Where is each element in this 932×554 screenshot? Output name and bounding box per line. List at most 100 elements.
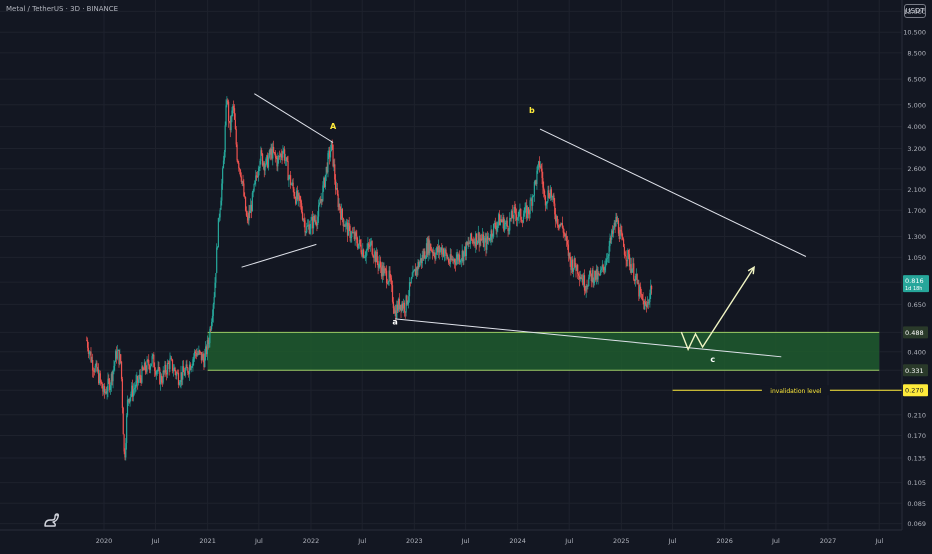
currency-button[interactable]: USDT [904, 4, 926, 18]
candle-body [98, 369, 100, 384]
candle-body [144, 362, 146, 371]
candle-body [624, 254, 626, 257]
candle-body [109, 380, 111, 391]
candle-body [296, 190, 298, 200]
candle-body [577, 264, 579, 274]
candle-body [442, 248, 444, 255]
candle-body [424, 251, 426, 259]
candle-body [219, 209, 221, 218]
candle-body [563, 232, 565, 234]
candle-body [98, 373, 101, 384]
candle-body [226, 100, 228, 106]
candle-body [642, 298, 644, 301]
candle-body [201, 354, 203, 361]
candle-body [464, 246, 467, 257]
candle-body [511, 210, 513, 218]
candle-body [648, 301, 650, 303]
price-tick-label: 0.135 [907, 455, 926, 463]
candle-body [346, 222, 349, 236]
candle-body [288, 177, 290, 181]
candle-body [389, 270, 391, 278]
candle-body [598, 272, 600, 275]
candle-body [328, 150, 330, 154]
candle-body [602, 264, 604, 268]
candle-body [146, 360, 148, 372]
candle-body [126, 399, 129, 416]
candle-body [194, 351, 196, 357]
candle-body [456, 254, 458, 259]
candle-body [358, 239, 360, 244]
candle-body [403, 302, 406, 312]
candle-body [312, 217, 314, 229]
candle-body [162, 370, 164, 383]
candle-body [590, 273, 592, 282]
candle-body [489, 239, 491, 241]
candle-body [622, 239, 625, 247]
candle-body [273, 152, 276, 153]
candle-body [157, 367, 159, 372]
candle-body [529, 200, 531, 214]
candle-body [605, 258, 608, 265]
candle-body [348, 223, 350, 226]
candle-body [560, 224, 562, 225]
candle-body [346, 222, 348, 224]
candle-body [540, 165, 542, 169]
candle-body [515, 207, 517, 215]
candle-body [632, 263, 634, 270]
candle-body [447, 258, 449, 260]
candle-body [629, 264, 631, 267]
candle-body [118, 350, 120, 365]
candle-body [167, 362, 169, 364]
candle-body [401, 303, 403, 312]
candle-body [333, 164, 335, 167]
candle-body [174, 367, 176, 372]
candle-body [122, 407, 124, 435]
candle-body [165, 364, 167, 373]
candle-body [182, 366, 185, 372]
candle-body [639, 286, 641, 297]
candle-body [239, 169, 242, 177]
candle-body [247, 217, 249, 221]
candle-body [339, 203, 341, 211]
candle-body [538, 161, 541, 168]
candle-body [293, 188, 295, 197]
candle-body [180, 372, 182, 383]
candle-body [137, 376, 139, 383]
candle-body [160, 375, 163, 383]
candle-body [574, 258, 576, 267]
candle-body [396, 304, 398, 319]
candle-body [397, 304, 399, 311]
candle-body [481, 239, 483, 241]
candle-body [125, 443, 127, 458]
candle-body [294, 196, 296, 199]
candle-body [373, 256, 375, 259]
candle-body [91, 360, 93, 362]
candle-body [651, 285, 653, 290]
candle-body [206, 340, 208, 355]
candle-body [270, 148, 272, 155]
candle-body [284, 160, 287, 161]
candle-body [310, 220, 312, 229]
candle-body [548, 190, 550, 197]
candle-body [583, 275, 586, 291]
candle-body [623, 246, 626, 255]
candle-body [240, 176, 242, 182]
candle-body [605, 264, 607, 267]
badge-zone-bottom-bg [903, 364, 928, 377]
candle-body [231, 110, 233, 117]
candle-body [631, 269, 633, 273]
candle-body [103, 386, 106, 393]
price-tick-label: 2.100 [907, 186, 926, 194]
candle-body [321, 199, 323, 201]
candle-body [225, 105, 227, 126]
candle-body [561, 223, 564, 228]
candle-body [428, 238, 430, 254]
candle-body [453, 259, 456, 263]
candle-body [112, 370, 114, 382]
candle-body [366, 248, 368, 251]
candle-body [113, 365, 115, 371]
candle-body [199, 350, 201, 352]
candle-body [116, 350, 118, 359]
